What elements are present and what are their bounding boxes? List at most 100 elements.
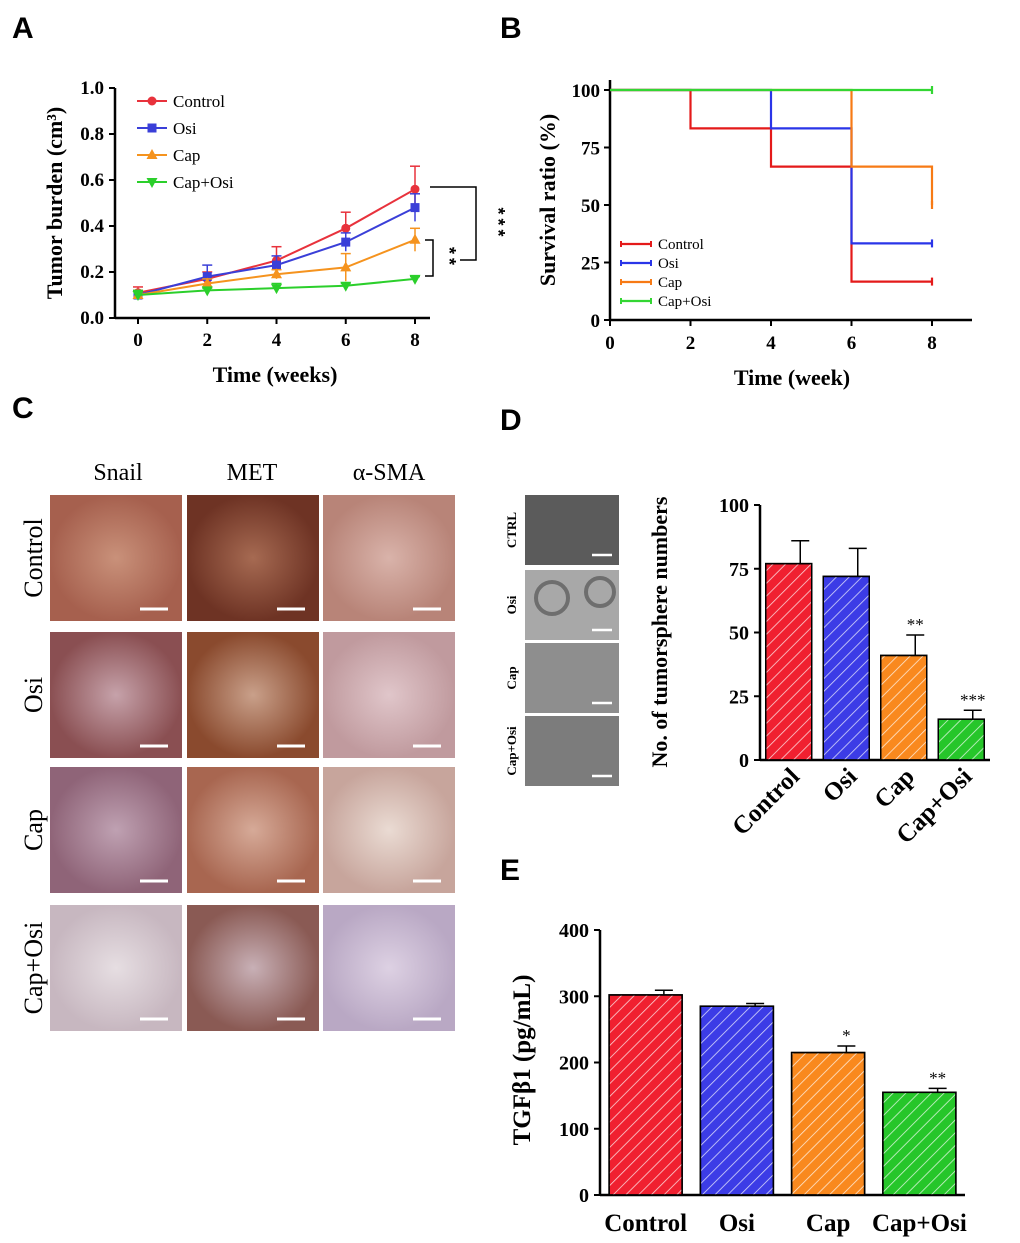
chart-b-ytick-label: 0	[591, 311, 601, 332]
chart-d-bar-hatch	[937, 718, 985, 761]
chart-b-ytick-label: 50	[581, 196, 600, 217]
sphere-row-label: CTRL	[504, 512, 519, 548]
panel-letter-a: A	[12, 12, 34, 45]
ihc-column-label: α-SMA	[353, 460, 426, 486]
chart-a-point	[409, 233, 421, 244]
ihc-image-cap-osi-met	[187, 905, 319, 1031]
sphere-colony	[584, 576, 616, 608]
chart-b-ytick-label: 25	[581, 254, 600, 275]
chart-b-xtick-label: 6	[847, 333, 857, 354]
chart-a-point	[410, 203, 420, 213]
panel-letter-d: D	[500, 404, 522, 437]
chart-d-bar-hatch	[822, 575, 870, 761]
ihc-row-label: Cap	[19, 809, 48, 851]
ihc-image-osi-met	[187, 632, 319, 758]
chart-d-xtick-label: Cap	[869, 763, 920, 814]
chart-d-ytick-label: 75	[729, 559, 749, 581]
legend-b-label: Cap+Osi	[658, 294, 711, 310]
chart-e-ytick-label: 200	[559, 1053, 589, 1075]
legend-b-label: Cap	[658, 275, 682, 291]
ihc-image-cap-snail	[50, 767, 182, 893]
chart-e-ytick-label: 0	[579, 1185, 589, 1207]
chart-e-tgfb1: 0 100 200 300 400 Control Osi * Cap ** Cap+Osi TG…	[509, 920, 967, 1237]
panel-letter-b: B	[500, 12, 522, 45]
legend-a-label: Osi	[173, 119, 197, 138]
chart-d-ytick-label: 50	[729, 623, 749, 645]
chart-d-ytick-label: 25	[729, 686, 749, 708]
sphere-image-cap	[525, 643, 619, 713]
chart-e-xtick-label: Control	[604, 1210, 687, 1237]
chart-e-ylabel: TGFβ1 (pg/mL)	[509, 975, 536, 1146]
ihc-image-control-alpha-sma	[323, 495, 455, 621]
chart-e-ytick-label: 300	[559, 986, 589, 1008]
chart-b-xlabel: Time (week)	[734, 365, 850, 390]
chart-a-tumor-burden: 0.0 0.2 0.4 0.6 0.8 1.0 0 2 4 6 8 Time (weeks) Tu…	[42, 78, 508, 387]
legend-b-label: Control	[658, 237, 704, 253]
ihc-image-osi-alpha-sma	[323, 632, 455, 758]
chart-b-xtick-label: 2	[686, 333, 696, 354]
sig-label-inner: **	[439, 247, 459, 269]
chart-a-point	[340, 261, 352, 272]
chart-e-sig-label: **	[929, 1068, 946, 1087]
sig-label-outer: ***	[488, 207, 508, 240]
sphere-image-cap-osi	[525, 716, 619, 786]
chart-a-point	[201, 277, 213, 288]
chart-b-ytick-label: 75	[581, 139, 600, 160]
chart-e-bar-hatch	[608, 994, 683, 1196]
sphere-image-ctrl	[525, 495, 619, 565]
chart-a-xtick-label: 4	[272, 330, 282, 351]
chart-a-point	[341, 223, 351, 233]
ihc-image-control-snail	[50, 495, 182, 621]
chart-a-point	[271, 284, 282, 295]
chart-a-point	[341, 237, 351, 247]
chart-b-survival: 0 25 50 75 100 0 2 4 6 8 Time (week) Survival ra…	[535, 80, 972, 390]
chart-a-ylabel: Tumor burden (cm³)	[42, 107, 67, 299]
chart-a-xtick-label: 2	[203, 330, 213, 351]
legend-a-label: Cap	[173, 146, 200, 165]
chart-d-bar-hatch	[880, 654, 928, 761]
chart-a-ytick-label: 1.0	[80, 78, 104, 99]
chart-a-point	[201, 286, 213, 297]
chart-a-point	[340, 281, 352, 292]
chart-a-ytick-label: 0.4	[80, 216, 104, 237]
chart-e-xtick-label: Cap	[806, 1210, 850, 1237]
sig-bracket-inner	[425, 239, 434, 277]
legend-b-label: Osi	[658, 256, 679, 272]
chart-d-xtick-label: Control	[727, 763, 805, 841]
chart-a-point	[202, 272, 212, 282]
ihc-row-label: Osi	[19, 677, 48, 713]
chart-d-bar-hatch	[765, 562, 813, 761]
chart-b-ytick-label: 100	[572, 81, 601, 102]
chart-d-ytick-label: 100	[719, 495, 749, 517]
legend-a-marker	[146, 178, 158, 188]
ihc-image-cap-osi-alpha-sma	[323, 905, 455, 1031]
chart-d-ylabel: No. of tumorsphere numbers	[647, 496, 672, 767]
chart-e-xtick-label: Cap+Osi	[872, 1210, 967, 1237]
chart-e-ytick-label: 100	[559, 1119, 589, 1141]
sphere-row-label: Osi	[504, 595, 519, 614]
sphere-colony	[534, 580, 570, 616]
ihc-column-label: MET	[227, 460, 278, 486]
chart-d-xtick-label: Osi	[818, 763, 863, 808]
ihc-image-osi-snail	[50, 632, 182, 758]
ihc-column-label: Snail	[93, 460, 143, 486]
sig-bracket-outer	[430, 186, 477, 261]
tumorsphere-images: CTRL Osi Cap Cap+Osi	[504, 495, 619, 786]
legend-a-marker	[147, 123, 157, 133]
chart-b-xtick-label: 0	[605, 333, 615, 354]
chart-a-point	[272, 260, 281, 270]
panel-letter-e: E	[500, 854, 520, 887]
chart-e-bar-hatch	[790, 1051, 866, 1196]
chart-d-ytick-label: 0	[739, 750, 749, 772]
chart-a-ytick-label: 0.2	[80, 262, 104, 283]
chart-b-ylabel: Survival ratio (%)	[535, 114, 560, 286]
legend-a-label: Cap+Osi	[173, 173, 234, 192]
chart-d-sig-label: **	[907, 615, 924, 634]
chart-a-xtick-label: 0	[133, 330, 143, 351]
chart-a-ytick-label: 0.8	[80, 124, 104, 145]
chart-e-ytick-label: 400	[559, 920, 589, 942]
ihc-row-label: Control	[19, 518, 48, 597]
chart-a-xtick-label: 8	[410, 330, 420, 351]
